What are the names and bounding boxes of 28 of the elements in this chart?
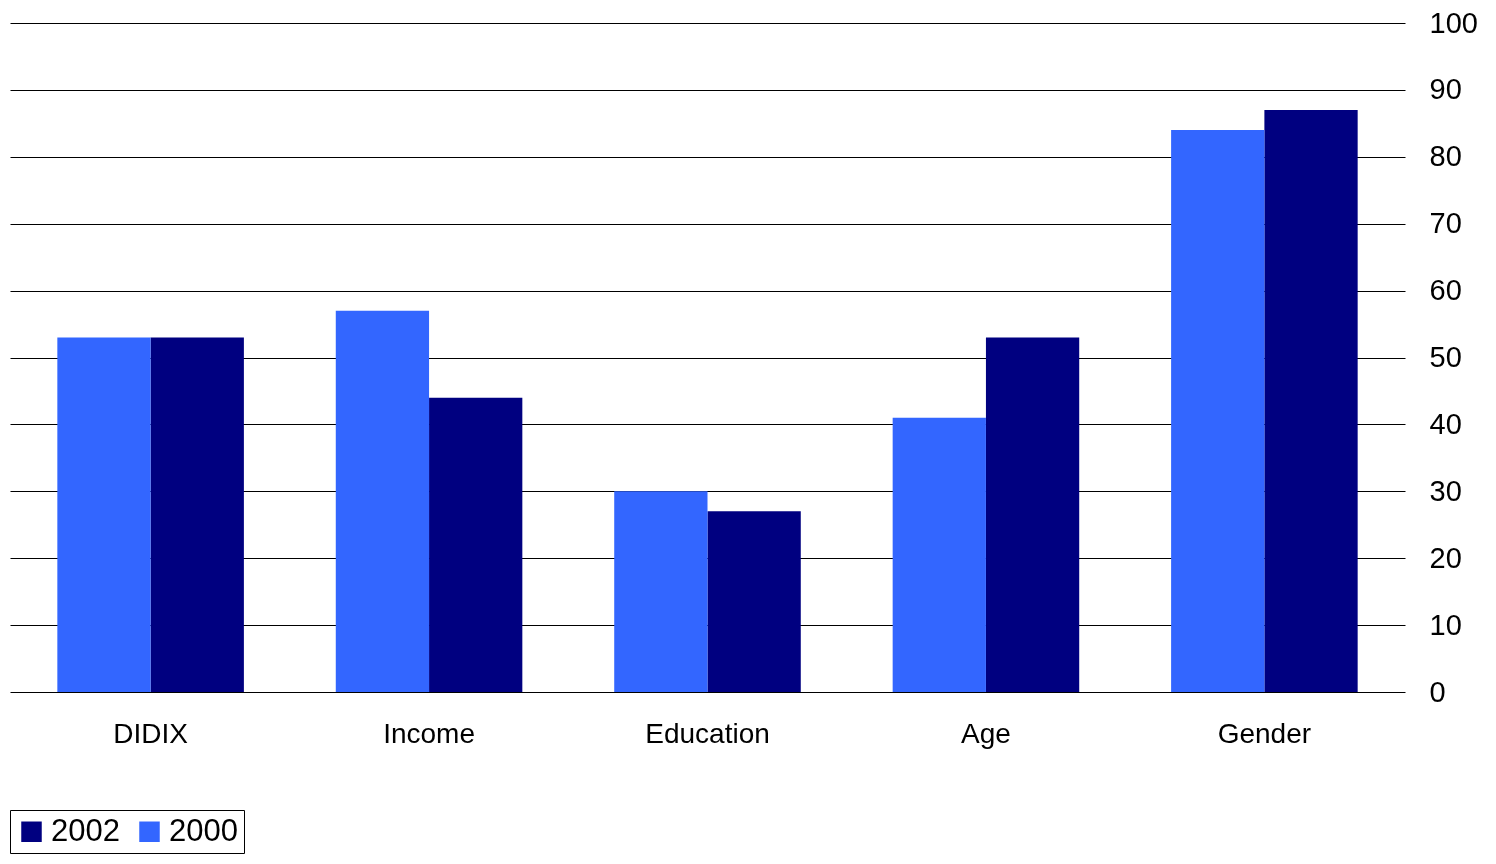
- bar: [892, 417, 986, 692]
- x-tick-label: Age: [961, 717, 1011, 749]
- legend-label: 2002: [51, 812, 120, 848]
- bar: [707, 511, 801, 692]
- y-tick-label: 40: [1429, 407, 1462, 440]
- bar: [57, 337, 151, 692]
- bar: [1264, 109, 1358, 692]
- bar: [429, 397, 523, 692]
- y-tick-label: 100: [1429, 6, 1478, 39]
- x-tick-label: Income: [383, 717, 475, 749]
- y-tick-label: 80: [1429, 140, 1462, 173]
- y-tick-label: 0: [1429, 675, 1446, 708]
- x-tick-label: Gender: [1217, 717, 1312, 749]
- y-tick-label: 50: [1429, 341, 1462, 373]
- x-tick-label: Education: [645, 717, 770, 749]
- bar: [335, 310, 430, 692]
- y-tick-label: 30: [1429, 474, 1462, 507]
- y-tick-label: 70: [1429, 207, 1462, 240]
- bar: [985, 337, 1080, 692]
- y-tick-label: 20: [1429, 541, 1462, 574]
- y-tick-label: 60: [1429, 274, 1462, 307]
- legend-label: 2000: [169, 812, 238, 848]
- y-tick-label: 10: [1429, 608, 1462, 641]
- bar: [1171, 130, 1265, 692]
- bar: [150, 337, 244, 692]
- bar: [614, 491, 708, 692]
- x-tick-label: DIDIX: [113, 717, 189, 749]
- y-tick-label: 90: [1429, 73, 1462, 106]
